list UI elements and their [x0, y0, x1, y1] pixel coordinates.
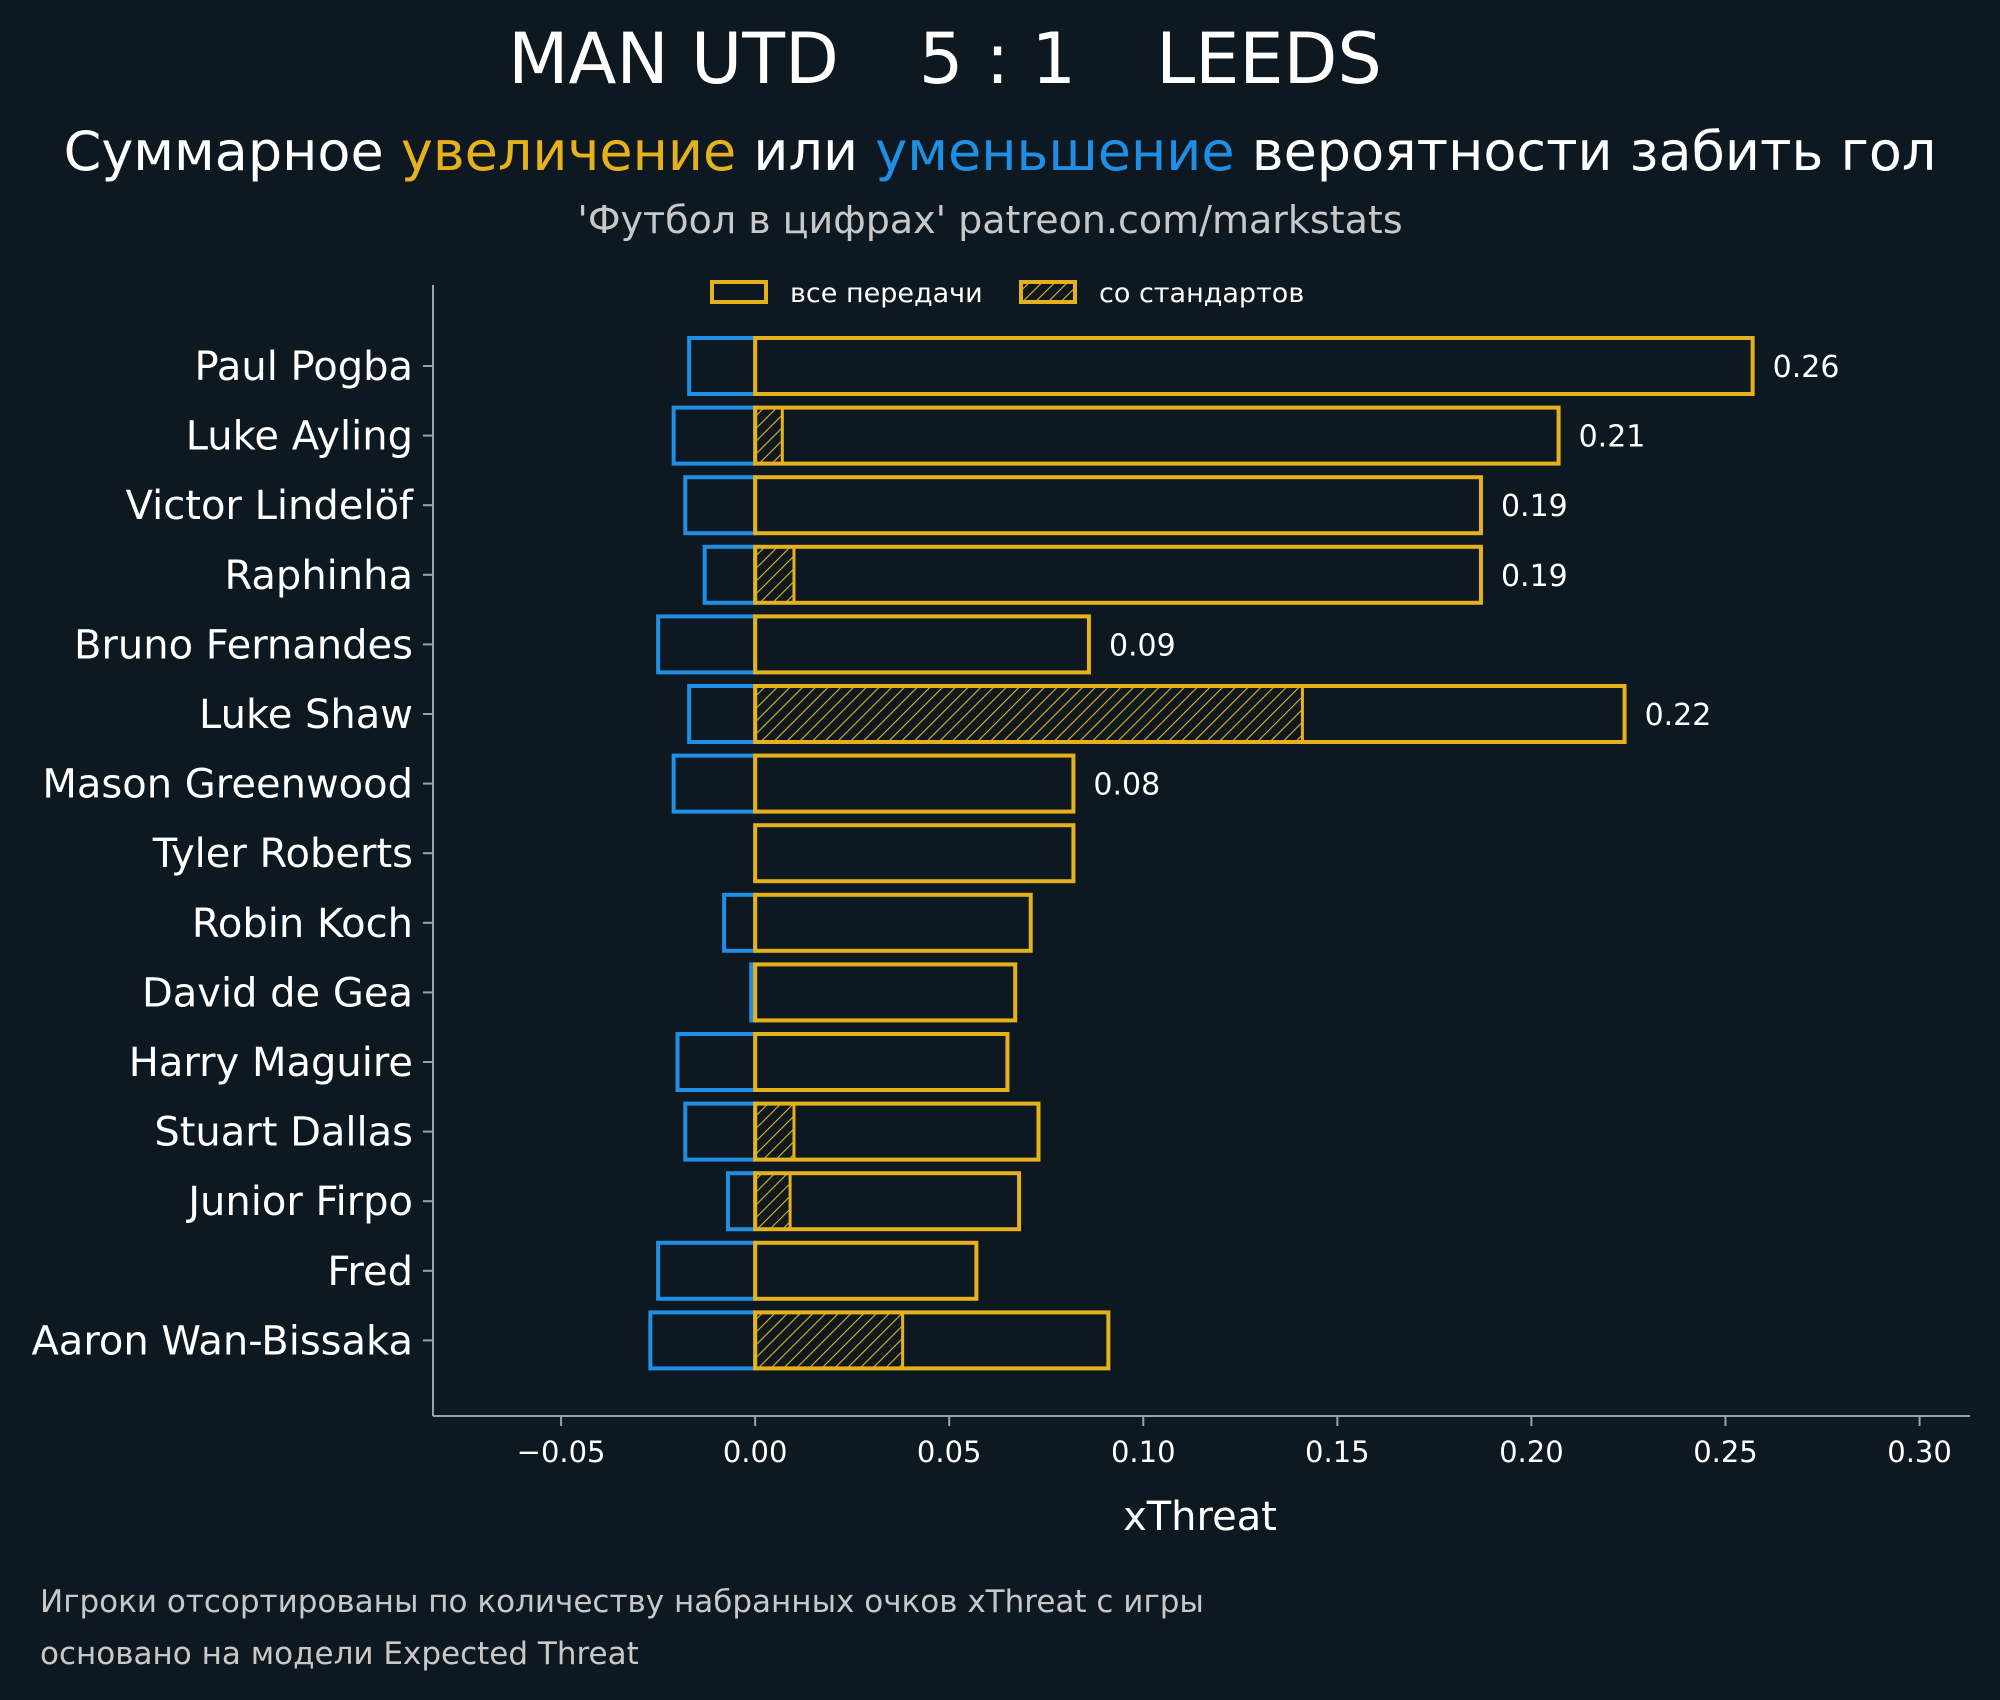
chart-legend: все передачи со стандартов — [710, 278, 1304, 309]
player-name-label: Robin Koch — [192, 901, 413, 947]
positive-bar — [753, 684, 1627, 744]
legend-label: со стандартов — [1099, 278, 1304, 309]
subtitle-increase: увеличение — [400, 120, 737, 183]
footnote-sorting: Игроки отсортированы по количеству набра… — [40, 1584, 1204, 1620]
bar-value-label: 0.08 — [1093, 768, 1160, 803]
positive-bar — [753, 1101, 1041, 1162]
subtitle-part-1: Суммарное — [63, 120, 401, 183]
negative-bar — [671, 405, 758, 466]
player-name-label: Bruno Fernandes — [74, 622, 413, 668]
legend-outline-swatch — [710, 280, 768, 304]
positive-bar — [753, 962, 1018, 1023]
positive-bar — [753, 405, 1561, 466]
set-piece-bar — [753, 545, 796, 605]
bar-value-label: 0.09 — [1109, 628, 1176, 663]
match-score: 5 : 1 — [918, 18, 1077, 100]
player-name-label: Junior Firpo — [185, 1179, 413, 1225]
negative-bar — [687, 684, 758, 744]
x-tick-label: 0.30 — [1887, 1435, 1952, 1469]
player-name-label: Harry Maguire — [129, 1040, 413, 1086]
bar-value-label: 0.26 — [1773, 350, 1840, 385]
negative-bar — [671, 753, 758, 814]
away-team: LEEDS — [1156, 18, 1382, 100]
positive-bar — [753, 1310, 1111, 1371]
legend-hatched-swatch — [1019, 280, 1077, 304]
positive-bar — [753, 544, 1483, 605]
negative-bar — [656, 1240, 758, 1301]
credit-line: 'Футбол в цифрах' patreon.com/markstats — [577, 198, 1403, 242]
player-name-label: Stuart Dallas — [154, 1110, 413, 1156]
positive-bar — [753, 1171, 1022, 1232]
x-axis-label: xThreat — [1123, 1494, 1277, 1540]
negative-bar — [683, 475, 758, 536]
set-piece-bar — [753, 1102, 796, 1162]
bar-value-label: 0.21 — [1579, 420, 1646, 455]
positive-bar — [753, 892, 1033, 953]
player-name-label: David de Gea — [142, 970, 413, 1016]
set-piece-bar — [753, 406, 784, 466]
positive-bar — [753, 823, 1076, 884]
positive-bar — [753, 753, 1076, 814]
positive-bar — [753, 1032, 1010, 1092]
player-name-label: Luke Shaw — [199, 692, 413, 738]
bar-value-label: 0.19 — [1501, 559, 1568, 594]
x-tick-label: 0.20 — [1499, 1435, 1564, 1469]
subtitle-part-2: или — [736, 120, 876, 183]
subtitle-part-3: вероятности забить гол — [1234, 120, 1937, 183]
positive-bar — [753, 614, 1091, 675]
x-tick-label: 0.05 — [917, 1435, 982, 1469]
home-team: MAN UTD — [508, 18, 839, 100]
x-tick-label: −0.05 — [517, 1435, 606, 1469]
player-name-label: Aaron Wan-Bissaka — [31, 1318, 413, 1364]
negative-bar — [702, 544, 758, 605]
match-title: MAN UTD 5 : 1 LEEDS — [0, 18, 1890, 100]
set-piece-bar — [753, 1171, 792, 1231]
player-name-label: Tyler Roberts — [152, 831, 413, 877]
x-tick-label: 0.15 — [1305, 1435, 1370, 1469]
player-name-label: Victor Lindelöf — [126, 483, 414, 529]
negative-bar — [656, 614, 758, 675]
positive-bar — [753, 1240, 979, 1301]
player-name-label: Luke Ayling — [186, 414, 413, 460]
negative-bar — [722, 892, 758, 953]
x-tick-label: 0.00 — [723, 1435, 788, 1469]
bar-value-label: 0.19 — [1501, 489, 1568, 524]
positive-bar — [753, 475, 1483, 536]
chart-axes: −0.05 0.00 0.05 0.10 0.15 0.20 0.25 0.30 xThreat… — [31, 285, 1970, 1540]
negative-bar — [687, 336, 758, 396]
legend-label: все передачи — [790, 278, 983, 309]
bar-value-label: 0.22 — [1645, 698, 1712, 733]
x-tick-label: 0.10 — [1111, 1435, 1176, 1469]
positive-bar — [753, 336, 1755, 396]
chart-subtitle: Суммарное увеличение или уменьшение веро… — [0, 120, 2000, 183]
set-piece-bar — [753, 1310, 905, 1370]
player-name-label: Mason Greenwood — [42, 762, 413, 808]
chart-bars: 0.26 0.21 0.19 0.19 0.09 0.22 0.08 — [648, 336, 1840, 1371]
player-name-label: Paul Pogba — [195, 344, 413, 390]
negative-bar — [683, 1101, 758, 1162]
player-name-label: Raphinha — [225, 553, 414, 599]
footnote-model: основано на модели Expected Threat — [40, 1636, 639, 1672]
subtitle-decrease: уменьшение — [875, 120, 1235, 183]
negative-bar — [648, 1310, 758, 1371]
set-piece-bar — [753, 684, 1304, 744]
x-tick-label: 0.25 — [1693, 1435, 1758, 1469]
negative-bar — [675, 1032, 758, 1092]
player-name-label: Fred — [327, 1249, 413, 1295]
negative-bar — [725, 1171, 758, 1232]
